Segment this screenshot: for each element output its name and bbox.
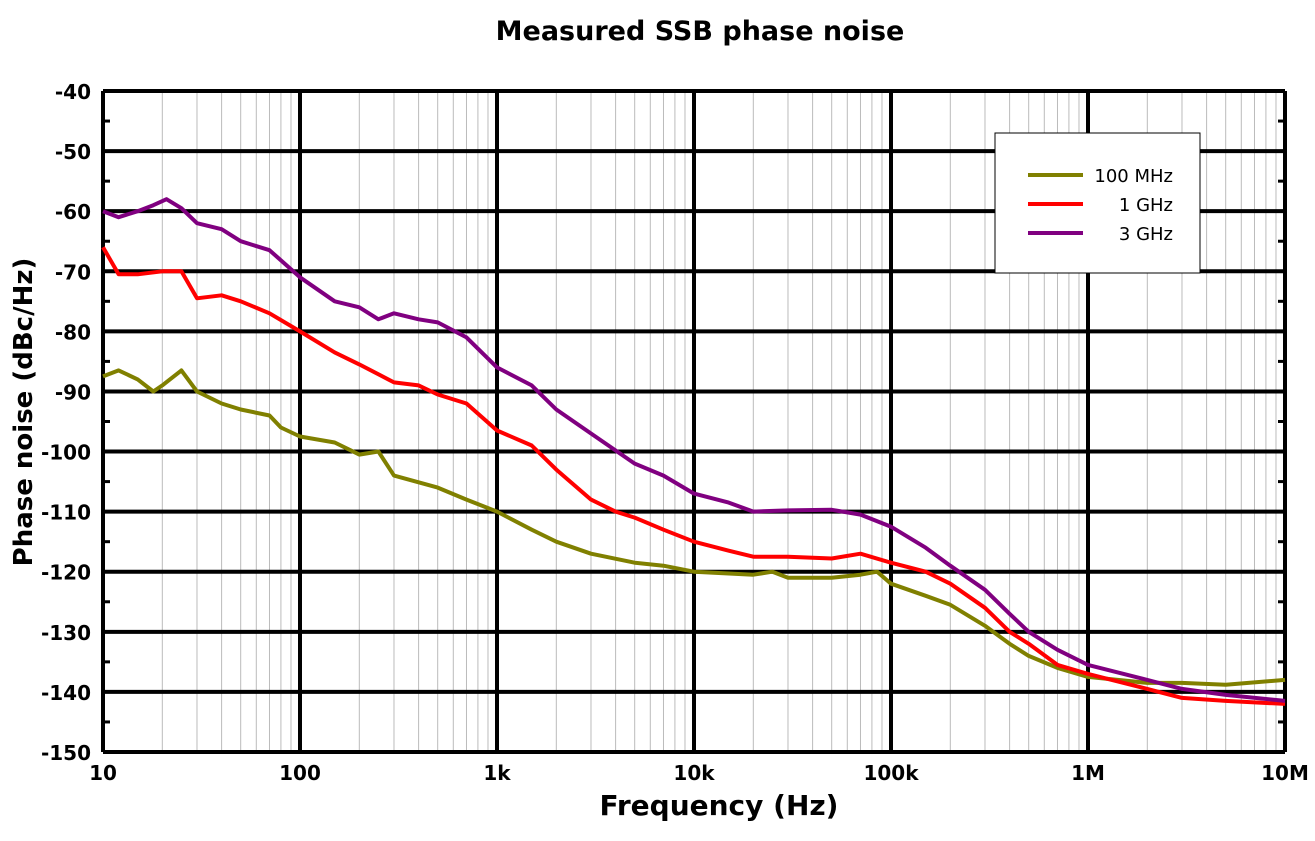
y-tick-label: -130 xyxy=(41,621,91,645)
x-tick-label: 100k xyxy=(863,761,919,785)
x-tick-label: 1k xyxy=(483,761,511,785)
series-line-100-mhz xyxy=(102,368,1286,687)
legend-label: 1 GHz xyxy=(1119,195,1173,216)
x-tick-label: 100 xyxy=(279,761,321,785)
y-tick-label: -50 xyxy=(55,140,91,164)
y-tick-label: -100 xyxy=(41,441,91,465)
x-tick-label: 10M xyxy=(1261,761,1309,785)
series-lines xyxy=(101,197,1286,706)
x-tick-label: 1M xyxy=(1071,761,1105,785)
series-line-1-ghz xyxy=(101,246,1286,706)
y-tick-label: -110 xyxy=(41,501,91,525)
x-tick-label: 10k xyxy=(673,761,715,785)
x-tick-label: 10 xyxy=(89,761,117,785)
y-tick-label: -140 xyxy=(41,681,91,705)
legend-label: 3 GHz xyxy=(1119,224,1173,245)
y-tick-label: -80 xyxy=(55,320,91,344)
x-axis-label: Frequency (Hz) xyxy=(600,789,839,822)
y-tick-label: -150 xyxy=(41,741,91,765)
y-axis-label: Phase noise (dBc/Hz) xyxy=(9,258,39,567)
legend-label: 100 MHz xyxy=(1094,166,1173,187)
tick-labels: -40 -50 -60 -70 -80 -90 -100 -110 -120 -130 -140 -1… xyxy=(41,80,1309,785)
y-tick-label: -70 xyxy=(55,260,91,284)
y-tick-label: -120 xyxy=(41,561,91,585)
y-tick-label: -60 xyxy=(55,200,91,224)
y-tick-label: -40 xyxy=(55,80,91,104)
chart-title: Measured SSB phase noise xyxy=(496,16,905,47)
series-line-3-ghz xyxy=(102,197,1286,703)
legend: 100 MHz 1 GHz 3 GHz xyxy=(994,132,1201,274)
y-tick-label: -90 xyxy=(55,380,91,404)
